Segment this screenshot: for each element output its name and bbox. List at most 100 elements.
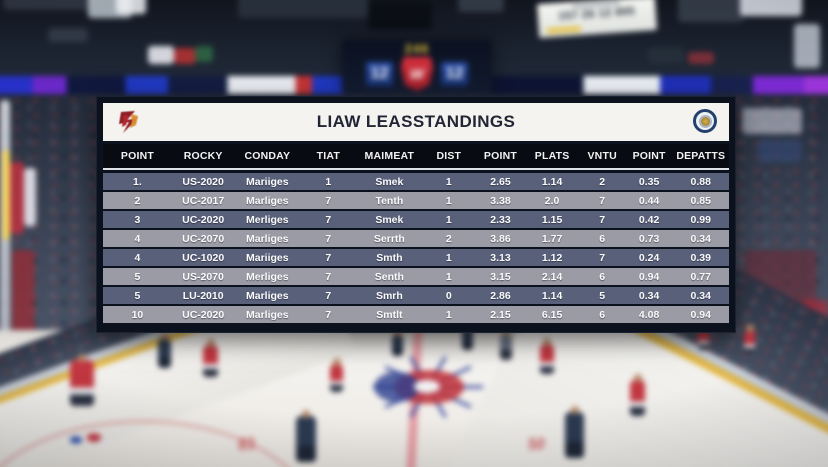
column-header: DIST	[436, 150, 462, 162]
table-cell: 1	[445, 308, 452, 321]
home-team-logo	[115, 108, 145, 141]
table-cell: 7	[325, 251, 332, 264]
table-cell: 0	[445, 289, 452, 302]
jumbotron-truss	[368, 2, 432, 30]
player-blob	[392, 334, 403, 356]
player-blob	[698, 328, 709, 350]
table-cell: 7	[325, 289, 332, 302]
table-cell: 1.14	[541, 289, 563, 302]
column-header: TIAT	[316, 150, 341, 162]
scoreboard-left-score: 12	[366, 62, 393, 86]
table-cell: 1	[445, 175, 452, 188]
table-cell: UC-2020	[182, 213, 225, 226]
table-cell: 1	[445, 270, 452, 283]
column-header: POINT	[120, 150, 154, 162]
table-cell: 6	[599, 308, 606, 321]
table-cell: 0.99	[690, 213, 711, 226]
table-cell: 0.34	[690, 289, 711, 302]
table-row: 4 UC-1020 Mariiges 7 Smth 1 3.13 1.12 7 0.24 0.39	[103, 249, 729, 266]
table-cell: 4	[134, 251, 141, 264]
table-cell: LU-2010	[182, 289, 224, 302]
table-cell: 6	[599, 232, 606, 245]
table-cell: Smth	[376, 251, 403, 264]
table-row: 2 UC-2017 Marliges 7 Tenth 1 3.38 2.0 7 0.44 0.85	[103, 192, 729, 209]
ice-number-left: 83	[237, 434, 256, 455]
table-cell: 0.42	[638, 213, 660, 226]
player-blob	[70, 360, 94, 406]
table-cell: 3.86	[490, 232, 511, 245]
team-shield-logo: W	[401, 57, 433, 91]
table-cell: 5	[599, 289, 606, 302]
table-cell: 1.77	[541, 232, 563, 245]
table-cell: UC-1020	[182, 251, 225, 264]
table-cell: Marliges	[246, 289, 289, 302]
table-cell: Smek	[375, 175, 404, 188]
table-cell: 3	[134, 213, 141, 226]
table-cell: 1	[325, 175, 332, 188]
table-cell: 7	[325, 194, 332, 207]
table-cell: 4.08	[638, 308, 660, 321]
standings-title: LIAW LEASSTANDINGS	[316, 112, 516, 131]
table-cell: 7	[599, 251, 606, 264]
column-header: VNTU	[587, 150, 617, 162]
standings-body: 1. US-2020 Mariiges 1 Smek 1 2.65 1.14 2 0.35 0.88…	[103, 173, 729, 323]
scoreboard-top-number: 246	[404, 41, 430, 56]
table-cell: 0.94	[690, 308, 711, 321]
table-cell: Merliges	[246, 213, 289, 226]
table-cell: Marliges	[246, 232, 289, 245]
player-blob	[500, 334, 512, 360]
table-cell: Senth	[374, 270, 404, 283]
table-cell: US-2020	[182, 175, 224, 188]
player-blob	[540, 344, 554, 374]
table-cell: US-2070	[182, 270, 224, 283]
table-cell: 1.	[133, 175, 142, 188]
table-row: 3 UC-2020 Merliges 7 Smek 1 2.33 1.15 7 0.42 0.99	[103, 211, 729, 228]
column-header: CONDAY	[244, 150, 291, 162]
table-cell: UC-2020	[182, 308, 225, 321]
table-cell: 7	[325, 213, 332, 226]
table-row: 5 US-2070 Merliges 7 Senth 1 3.15 2.14 6 0.94 0.77	[103, 268, 729, 285]
table-cell: 2.0	[544, 194, 560, 207]
jumbotron-scoreboard: 246 12 W 12	[342, 40, 492, 94]
table-cell: Marliges	[246, 308, 289, 321]
player-blob	[462, 328, 473, 350]
table-row: 1. US-2020 Mariiges 1 Smek 1 2.65 1.14 2 0.35 0.88	[103, 173, 729, 190]
table-cell: Smrh	[375, 289, 403, 302]
table-cell: 1.12	[541, 251, 563, 264]
table-row: 10 UC-2020 Marliges 7 Smtlt 1 2.15 6.15 6 4.08 0.9…	[103, 306, 729, 323]
table-cell: 0.34	[690, 232, 711, 245]
table-row: 4 UC-2070 Marliges 7 Serrth 2 3.86 1.77 6 0.73 0.3…	[103, 230, 729, 247]
table-cell: 0.35	[638, 175, 660, 188]
table-cell: Mariiges	[246, 175, 289, 188]
table-cell: 7	[599, 213, 606, 226]
player-blob	[296, 416, 316, 462]
table-cell: 2.86	[490, 289, 511, 302]
ice-number-right: 50	[527, 434, 546, 455]
table-cell: 1	[445, 194, 452, 207]
table-cell: 7	[325, 232, 332, 245]
table-cell: 3.15	[490, 270, 511, 283]
table-cell: 10	[131, 308, 144, 321]
table-cell: 2	[134, 194, 141, 207]
column-header: POINT	[632, 150, 666, 162]
table-cell: 1	[445, 251, 452, 264]
shield-letter: W	[409, 65, 425, 83]
faceoff-spot-logo	[58, 428, 118, 452]
player-blob	[744, 330, 755, 354]
table-cell: 1	[445, 213, 452, 226]
table-cell: 0.85	[690, 194, 711, 207]
table-cell: Tenth	[375, 194, 404, 207]
column-header: PLATS	[534, 150, 570, 162]
table-cell: 5	[134, 289, 141, 302]
table-cell: 3.38	[490, 194, 511, 207]
table-cell: 0.77	[690, 270, 711, 283]
player-blob	[565, 412, 584, 458]
table-cell: 7	[325, 308, 332, 321]
player-blob	[203, 345, 218, 377]
league-roundel-icon	[700, 116, 710, 126]
player-blob	[330, 364, 343, 392]
table-cell: 1.14	[541, 175, 563, 188]
table-cell: 3.13	[490, 251, 511, 264]
table-cell: 0.24	[638, 251, 660, 264]
